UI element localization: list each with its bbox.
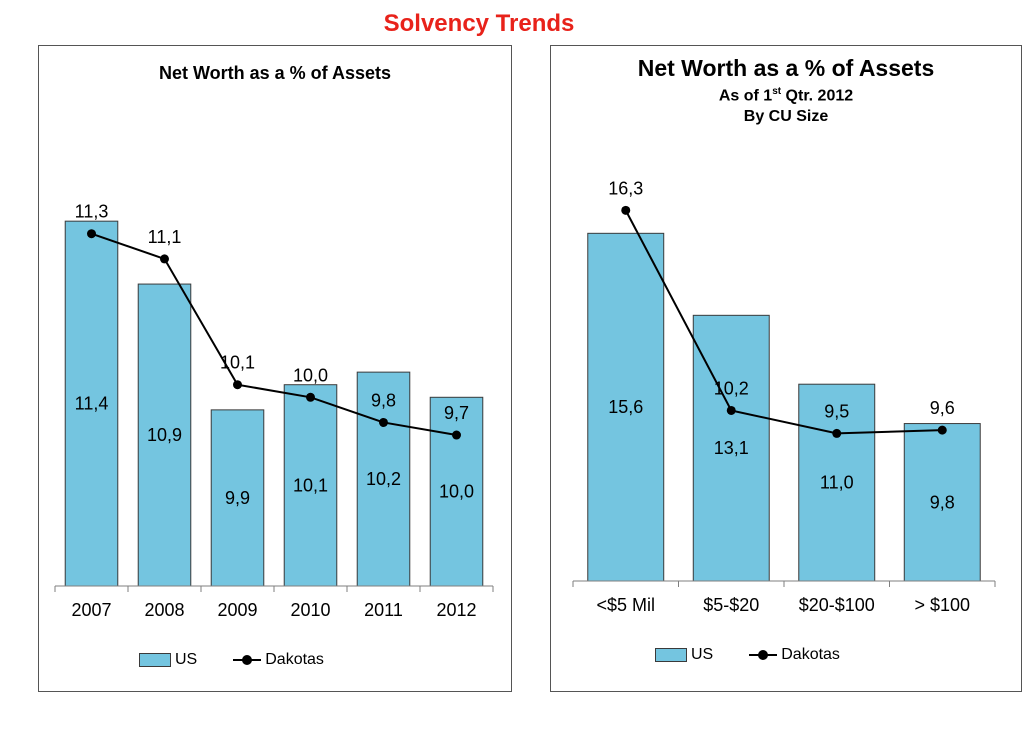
line-data-label: 10,2: [714, 378, 749, 398]
bar-us-2010: [283, 384, 338, 587]
x-tick-label: 2007: [71, 600, 111, 620]
point-dakotas-2008: [160, 254, 169, 264]
chart-subtitle-2: By CU Size: [743, 108, 829, 125]
x-tick-label: $5-$20: [703, 595, 759, 615]
x-tick-label: $20-$100: [799, 595, 875, 615]
bar-us-2009: [210, 409, 265, 587]
legend-dakotas-label: Dakotas: [265, 651, 324, 668]
chart-subtitle: As of 1st Qtr. 2012: [718, 86, 854, 105]
x-tick-label: 2012: [436, 600, 476, 620]
line-data-label: 11,1: [148, 227, 182, 247]
legend: US Dakotas: [139, 651, 324, 669]
point-dakotas-2010: [306, 392, 315, 402]
x-tick-label: 2009: [217, 600, 257, 620]
bar-data-label: 10,0: [439, 482, 474, 502]
bar-us-> $100: [903, 423, 981, 582]
line-data-label: 9,7: [444, 403, 469, 423]
point-dakotas-2007: [87, 229, 96, 239]
bar-data-label: 10,2: [366, 469, 401, 489]
bar-data-label: 15,6: [608, 397, 643, 417]
point-dakotas-2009: [233, 380, 242, 390]
line-data-label: 16,3: [608, 178, 643, 198]
bar-data-label: 10,1: [293, 475, 328, 495]
x-tick-label: 2010: [290, 600, 330, 620]
bar-data-label: 9,9: [225, 488, 250, 508]
line-data-label: 11,3: [75, 202, 109, 222]
point-dakotas-> $100: [937, 425, 947, 435]
line-dakotas: [624, 209, 943, 435]
bar-us-$5-$20: [692, 314, 770, 582]
bar-us-<$5 Mil: [587, 232, 665, 582]
bar-data-label: 11,0: [820, 473, 854, 493]
x-tick-label: 2008: [144, 600, 184, 620]
point-dakotas-$5-$20: [726, 405, 736, 415]
bar-us-$20-$100: [798, 383, 876, 582]
legend: US Dakotas: [655, 646, 840, 664]
bar-line-chart-by-size: <$5 Mil $5-$20 $20-$100 > $100 15,6 13,1 11,0 9…: [572, 178, 996, 615]
legend-us-swatch: [655, 648, 687, 662]
bar-data-label: 11,4: [75, 394, 109, 414]
line-dakotas: [91, 232, 457, 437]
chart-title: Net Worth as a % of Assets: [158, 63, 392, 83]
bar-data-label: 13,1: [714, 438, 749, 458]
bar-us-2007: [64, 220, 119, 587]
line-data-label: 9,8: [371, 390, 396, 410]
legend-dakotas-swatch: [749, 649, 778, 661]
bar-data-label: 10,9: [147, 425, 182, 445]
line-data-label: 10,0: [293, 365, 328, 385]
bar-line-chart-by-year: 2007 2008 2009 2010 2011 2012 11,4 10,9 9,9 10,1 1…: [54, 202, 494, 620]
x-tick-label: 2011: [364, 600, 403, 620]
bar-data-label: 9,8: [930, 492, 955, 512]
legend-dakotas-swatch: [233, 654, 262, 666]
point-dakotas-<$5 Mil: [621, 205, 631, 215]
bar-us-2011: [356, 371, 411, 587]
legend-us-label: US: [691, 646, 714, 663]
x-tick-label: <$5 Mil: [596, 595, 655, 615]
chart-panel-by-year: Net Worth as a % of Assets 2007 2008 2009 2…: [38, 45, 512, 692]
chart-panel-by-size: Net Worth as a % of Assets As of 1st Qtr…: [550, 45, 1022, 692]
chart-title: Net Worth as a % of Assets: [637, 55, 935, 81]
point-dakotas-$20-$100: [832, 428, 842, 438]
legend-us-label: US: [175, 651, 198, 668]
page-title: Solvency Trends: [383, 10, 575, 37]
legend-us-swatch: [139, 653, 171, 667]
point-dakotas-2012: [452, 430, 461, 440]
point-dakotas-2011: [379, 417, 388, 427]
legend-dakotas-label: Dakotas: [781, 646, 840, 663]
line-data-label: 9,5: [824, 401, 849, 421]
bar-us-2012: [429, 396, 484, 587]
line-data-label: 10,1: [220, 353, 255, 373]
line-data-label: 9,6: [930, 398, 955, 418]
x-tick-label: > $100: [914, 595, 970, 615]
